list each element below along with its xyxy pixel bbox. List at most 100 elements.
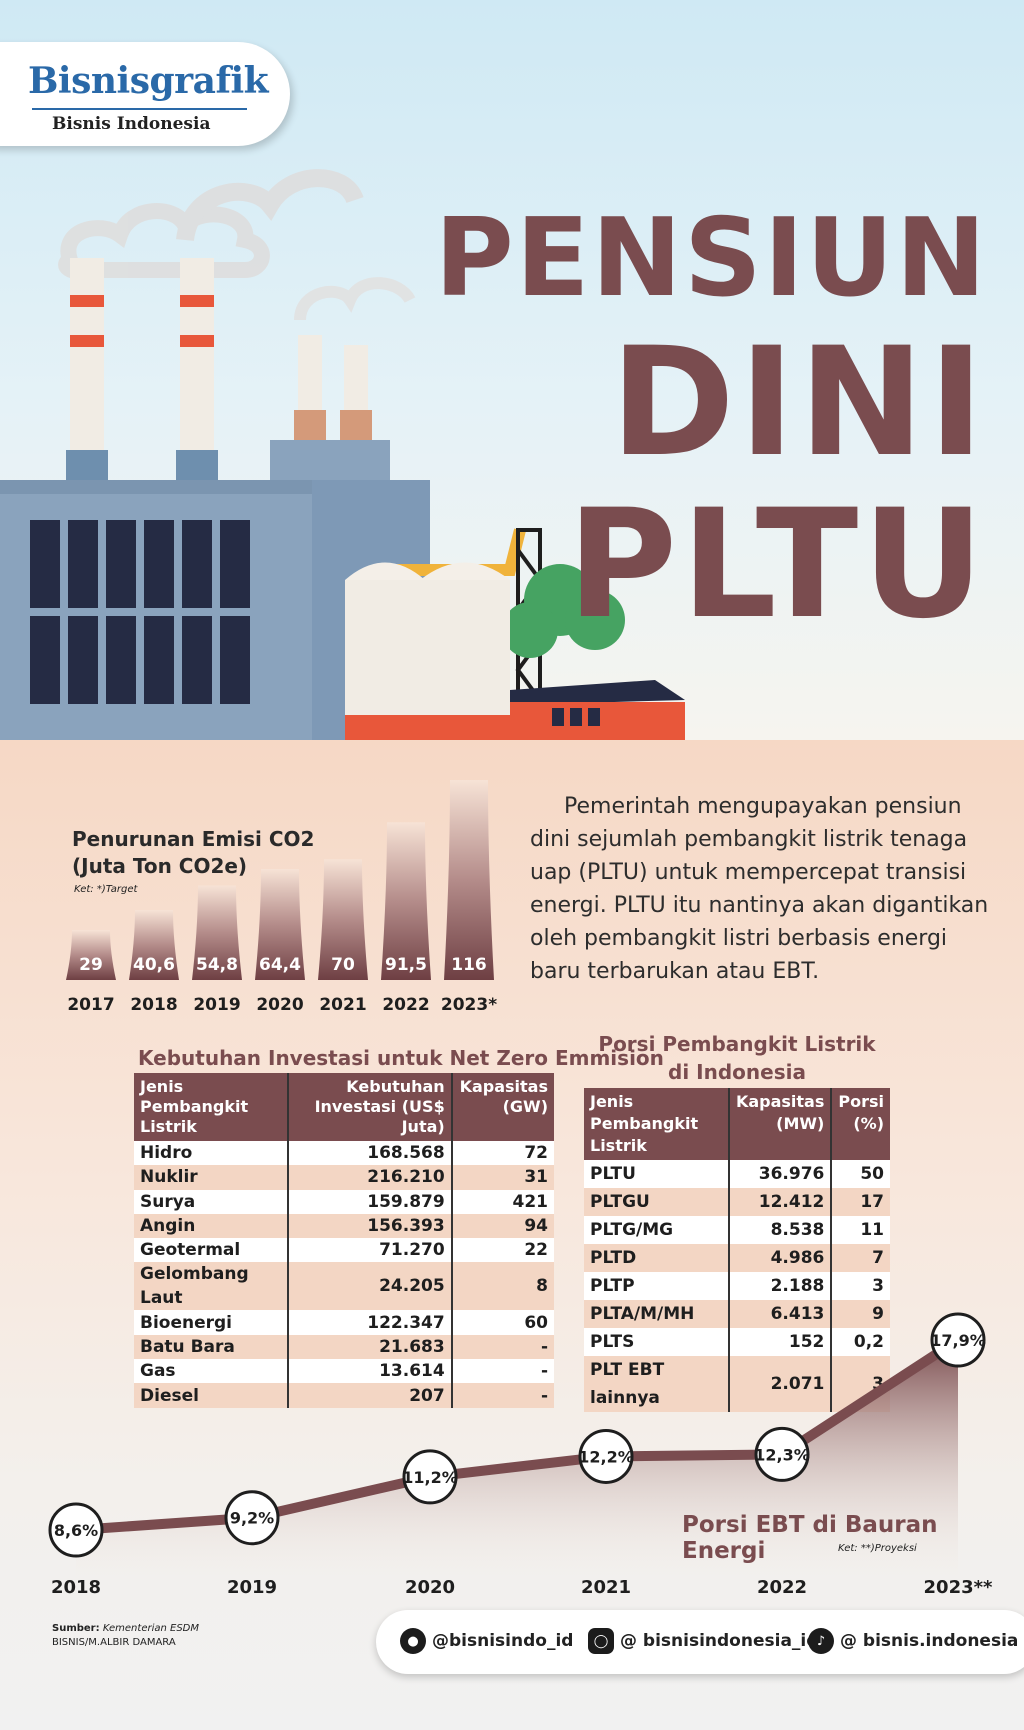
social-tiktok[interactable]: ♪ @ bisnis.indonesia: [808, 1628, 1018, 1654]
investment-cell: 8: [450, 1262, 554, 1311]
ebt-chart-note: Ket: **)Proyeksi: [838, 1543, 917, 1554]
investment-header-capacity: Kapasitas (GW): [450, 1073, 554, 1141]
porsi-cell: 9: [830, 1300, 890, 1328]
ebt-point: [402, 1449, 458, 1505]
porsi-row: PLTU 36.976 50: [584, 1160, 890, 1188]
investment-row: Batu Bara 21.683-: [134, 1334, 554, 1360]
ebt-category-label: 2021: [581, 1577, 631, 1598]
ebt-value-label: 12,2%: [578, 1447, 634, 1466]
investment-cell: -: [450, 1334, 554, 1360]
title-line-2: DINI: [610, 316, 988, 490]
investment-cell: 122.347: [287, 1310, 452, 1335]
emission-bar-chart: 29 2017 40,6 2018 54,8 2019 64,4 2020 70 2021 91,5…: [66, 780, 497, 1015]
porsi-cell: PLTU: [584, 1160, 729, 1188]
porsi-row: PLT EBT lainnya 2.071 3: [584, 1356, 890, 1412]
ebt-category-label: 2020: [405, 1577, 455, 1598]
porsi-cell: 2.188: [727, 1272, 832, 1300]
porsi-header-share: Porsi (%): [830, 1088, 890, 1160]
logo-divider: [32, 108, 247, 110]
emission-category-label: 2020: [256, 995, 303, 1015]
ebt-value-label: 17,9%: [930, 1331, 986, 1350]
porsi-cell: 36.976: [727, 1160, 832, 1188]
ebt-value-label: 9,2%: [230, 1509, 274, 1528]
investment-row: Hidro 168.568 72: [134, 1141, 554, 1166]
porsi-cell: 50: [830, 1160, 890, 1188]
emission-category-label: 2019: [193, 995, 240, 1015]
investment-cell: 31: [450, 1165, 554, 1190]
emission-value-label: 40,6: [133, 955, 175, 975]
investment-cell: Geotermal: [134, 1238, 289, 1263]
ebt-value-label: 8,6%: [54, 1521, 98, 1540]
porsi-cell: 0,2: [830, 1328, 890, 1356]
title-line-1: PENSIUN: [434, 196, 988, 321]
social-bar: ● @bisnisindo_id ◯ @ bisnisindonesia_id …: [376, 1610, 1024, 1674]
emission-value-label: 91,5: [385, 955, 427, 975]
emission-category-label: 2022: [382, 995, 429, 1015]
emission-value-label: 116: [451, 955, 487, 975]
title-line-3: PLTU: [567, 478, 988, 652]
emission-bar: [381, 822, 431, 980]
social-twitter-handle: @bisnisindo_id: [432, 1631, 574, 1651]
emission-category-label: 2017: [67, 995, 114, 1015]
investment-cell: Surya: [134, 1189, 289, 1214]
porsi-row: PLTS 152 0,2: [584, 1328, 890, 1356]
social-tiktok-handle: @ bisnis.indonesia: [840, 1631, 1019, 1651]
ebt-category-label: 2022: [757, 1577, 807, 1598]
porsi-cell: PLTS: [584, 1328, 729, 1356]
investment-cell: 60: [450, 1310, 554, 1335]
investment-row: Angin 156.393 94: [134, 1213, 554, 1239]
ebt-line: [75, 1335, 961, 1535]
ebt-area-fill: [76, 1340, 958, 1580]
logo-sub: Bisnis Indonesia: [52, 114, 211, 134]
investment-cell: 22: [450, 1238, 554, 1263]
emission-value-label: 70: [331, 955, 355, 975]
investment-cell: 159.879: [287, 1189, 452, 1214]
investment-row: Gas 13.614-: [134, 1359, 554, 1384]
social-instagram[interactable]: ◯ @ bisnisindonesia_id: [588, 1628, 818, 1654]
porsi-row: PLTD 4.986 7: [584, 1244, 890, 1272]
emission-category-label: 2018: [130, 995, 177, 1015]
source-value: Kementerian ESDM: [102, 1623, 199, 1634]
emission-category-label: 2023*: [441, 995, 497, 1015]
emission-bar: [318, 859, 368, 980]
investment-cell: 216.210: [287, 1165, 452, 1190]
investment-table-title: Kebutuhan Investasi untuk Net Zero Emmis…: [138, 1046, 664, 1070]
ebt-point: [754, 1426, 810, 1482]
emission-chart-title-line2: (Juta Ton CO2e): [72, 854, 248, 878]
porsi-table: Jenis Pembangkit Listrik Kapasitas (MW) …: [584, 1088, 890, 1412]
porsi-cell: 152: [727, 1328, 832, 1356]
logo-main: Bisnisgrafik: [28, 60, 269, 102]
investment-cell: 156.393: [287, 1213, 452, 1239]
ebt-area-chart: 8,6% 2018 9,2% 2019 11,2% 2020 12,2% 2021 12,3% 2…: [48, 1312, 993, 1598]
investment-cell: 13.614: [287, 1359, 452, 1384]
porsi-table-title: Porsi Pembangkit Listrik di Indonesia: [584, 1030, 890, 1086]
investment-cell: Gas: [134, 1359, 289, 1384]
porsi-header-capacity: Kapasitas (MW): [727, 1088, 832, 1160]
porsi-header-type: Jenis Pembangkit Listrik: [584, 1088, 729, 1160]
tiktok-icon: ♪: [808, 1628, 834, 1654]
ebt-category-label: 2019: [227, 1577, 277, 1598]
twitter-icon: ●: [400, 1628, 426, 1654]
porsi-cell: PLTP: [584, 1272, 729, 1300]
porsi-cell: PLTD: [584, 1244, 729, 1272]
investment-cell: 24.205: [287, 1262, 452, 1311]
emission-chart-note: Ket: *)Target: [74, 884, 138, 895]
investment-cell: Gelombang Laut: [134, 1262, 289, 1311]
porsi-cell: PLTG/MG: [584, 1216, 729, 1244]
investment-cell: 421: [450, 1189, 554, 1214]
investment-cell: Bioenergi: [134, 1310, 289, 1335]
ebt-point: [578, 1428, 634, 1484]
emission-bar: [129, 910, 179, 980]
social-twitter[interactable]: ● @bisnisindo_id: [400, 1628, 573, 1654]
investment-row: Bioenergi 122.347 60: [134, 1310, 554, 1335]
porsi-table-header: Jenis Pembangkit Listrik Kapasitas (MW) …: [584, 1088, 890, 1160]
ebt-point: [224, 1490, 280, 1546]
smoke: [58, 169, 416, 321]
porsi-cell: 11: [830, 1216, 890, 1244]
investment-row: Surya 159.879 421: [134, 1189, 554, 1214]
investment-table: Jenis Pembangkit Listrik Kebutuhan Inves…: [134, 1073, 554, 1408]
porsi-row: PLTA/M/MH 6.413 9: [584, 1300, 890, 1328]
emission-bar: [192, 885, 242, 980]
ebt-point: [930, 1312, 986, 1368]
porsi-cell: 7: [830, 1244, 890, 1272]
